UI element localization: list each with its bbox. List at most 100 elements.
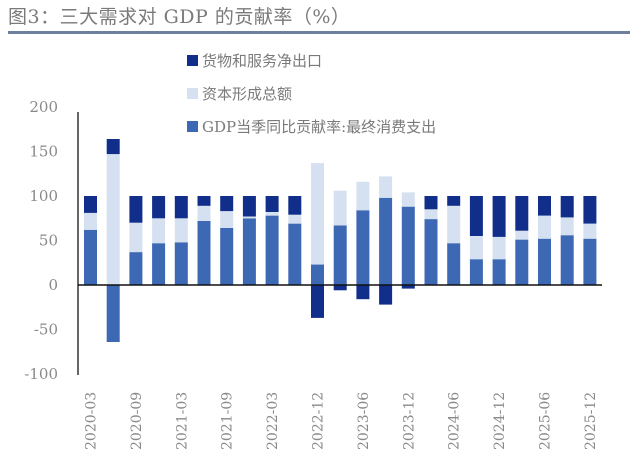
- bar-segment-s2-2: [129, 196, 143, 223]
- bar-segment-s2-7: [242, 196, 256, 217]
- bar-segment-s1-7: [242, 216, 256, 219]
- legend-label-1: 资本形成总额: [202, 85, 292, 103]
- x-tick-label-14: 2023-12: [401, 392, 417, 450]
- y-tick-label-6: -100: [24, 365, 58, 383]
- bar-segment-s2-0: [84, 196, 97, 213]
- bar-segment-s0-16: [447, 243, 461, 285]
- bar-segment-s2-10: [311, 285, 324, 318]
- bar-segment-s2-21: [560, 196, 574, 218]
- bar-segment-s1-0: [84, 212, 97, 230]
- bar-segment-s1-9: [288, 214, 302, 224]
- bar-segment-s0-0: [84, 229, 97, 285]
- bar-segment-s1-22: [583, 223, 597, 239]
- bar-segment-s2-16: [447, 196, 461, 206]
- x-tick-label-4: 2021-03: [174, 392, 190, 450]
- bar-segment-s0-7: [242, 218, 256, 286]
- bar-segment-s2-9: [288, 196, 302, 215]
- x-tick-label-16: 2024-06: [447, 392, 463, 450]
- y-tick-label-5: -50: [34, 321, 58, 339]
- legend-swatch-2: [187, 121, 198, 132]
- bar-segment-s1-20: [538, 215, 551, 239]
- bar-segment-s1-2: [129, 222, 143, 253]
- bar-segment-s0-3: [152, 243, 166, 285]
- bar-segment-s1-15: [424, 209, 438, 220]
- title-underline: [8, 31, 630, 34]
- bar-segment-s1-12: [356, 181, 370, 211]
- bars-layer: [84, 139, 597, 342]
- bar-segment-s1-8: [265, 212, 279, 216]
- bar-segment-s2-1: [106, 139, 120, 155]
- bar-segment-s2-12: [356, 285, 370, 300]
- bar-segment-s2-20: [538, 196, 551, 216]
- axes-layer: [77, 112, 602, 375]
- y-tick-label-0: 200: [29, 98, 58, 116]
- x-tick-label-2: 2020-09: [129, 392, 145, 450]
- bar-segment-s2-17: [469, 196, 483, 236]
- legend-label-0: 货物和服务净出口: [202, 52, 322, 70]
- bar-segment-s1-6: [220, 211, 234, 228]
- x-tick-labels: 2020-03 2020-09 2021-03 2021-09 2022-03 2022-…: [84, 392, 599, 450]
- bar-segment-s0-18: [492, 259, 506, 285]
- bar-segment-s0-17: [469, 259, 483, 285]
- x-tick-label-0: 2020-03: [84, 392, 100, 450]
- y-tick-label-1: 150: [29, 143, 58, 161]
- legend-label-2: GDP当季同比贡献率:最终消费支出: [202, 118, 436, 136]
- bar-segment-s0-9: [288, 223, 302, 285]
- bar-segment-s2-4: [174, 196, 188, 219]
- bar-segment-s2-5: [197, 196, 211, 206]
- bar-segment-s0-10: [311, 264, 324, 285]
- y-tick-label-3: 50: [39, 232, 58, 250]
- bar-segment-s0-22: [583, 238, 597, 285]
- x-tick-label-6: 2021-09: [220, 392, 236, 450]
- bar-segment-s1-21: [560, 217, 574, 236]
- bar-segment-s0-19: [515, 239, 529, 285]
- bar-segment-s0-21: [560, 235, 574, 285]
- bar-segment-s2-11: [333, 285, 347, 291]
- bar-segment-s0-15: [424, 219, 438, 285]
- bar-segment-s2-8: [265, 196, 279, 212]
- bar-segment-s2-19: [515, 196, 529, 231]
- legend-swatch-0: [187, 55, 198, 66]
- bar-segment-s2-15: [424, 196, 438, 210]
- x-tick-label-18: 2024-12: [492, 392, 508, 450]
- x-tick-label-20: 2025-06: [538, 392, 554, 450]
- bar-segment-s1-19: [515, 230, 529, 240]
- bar-segment-s1-4: [174, 218, 188, 243]
- x-tick-label-12: 2023-06: [356, 392, 372, 450]
- bar-segment-s2-22: [583, 196, 597, 224]
- bar-segment-s1-3: [152, 218, 166, 244]
- bar-segment-s0-6: [220, 228, 234, 285]
- legend-swatch-1: [187, 88, 198, 99]
- x-tick-label-10: 2022-12: [311, 392, 327, 450]
- bar-segment-s0-20: [538, 238, 551, 285]
- x-tick-label-8: 2022-03: [265, 392, 281, 450]
- chart-title: 图3：三大需求对 GDP 的贡献率（%）: [8, 6, 351, 28]
- bar-segment-s1-18: [492, 236, 506, 260]
- bar-segment-s0-11: [333, 225, 347, 285]
- bar-segment-s2-3: [152, 196, 166, 219]
- x-tick-label-22: 2025-12: [583, 392, 599, 450]
- bar-segment-s0-13: [379, 197, 393, 285]
- bar-segment-s0-2: [129, 252, 143, 285]
- bar-segment-s1-13: [379, 176, 393, 198]
- bar-segment-s2-18: [492, 196, 506, 237]
- y-tick-label-4: 0: [48, 276, 58, 294]
- bar-segment-s0-1: [106, 285, 120, 342]
- bar-segment-s1-1: [106, 154, 120, 285]
- bar-segment-s0-8: [265, 215, 279, 285]
- y-tick-labels: 200 150 100 50 0 -50 -100: [24, 98, 58, 383]
- bar-segment-s1-14: [401, 192, 415, 207]
- y-tick-label-2: 100: [29, 187, 58, 205]
- bar-segment-s0-14: [401, 206, 415, 285]
- bar-segment-s0-12: [356, 210, 370, 285]
- bar-segment-s2-6: [220, 196, 234, 212]
- bar-segment-s1-5: [197, 205, 211, 221]
- bar-segment-s2-14: [401, 285, 415, 289]
- bar-segment-s0-4: [174, 242, 188, 285]
- bar-segment-s1-11: [333, 190, 347, 226]
- bar-segment-s1-10: [311, 163, 324, 265]
- bar-segment-s1-16: [447, 205, 461, 244]
- bar-segment-s1-17: [469, 236, 483, 260]
